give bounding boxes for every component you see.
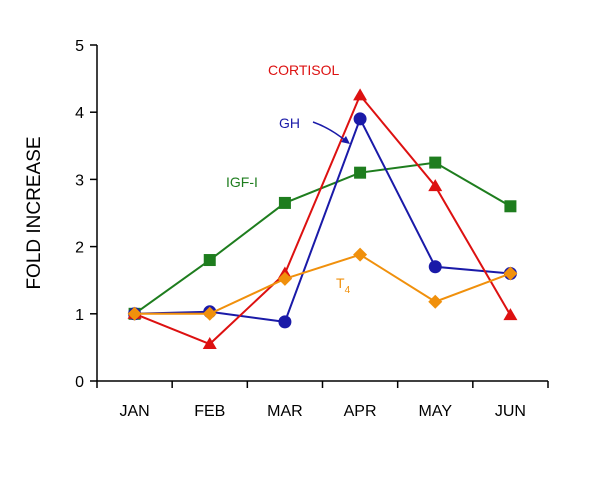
axes [96,45,548,382]
annotation-gh: GH [279,115,300,131]
data-point-igf-i [203,254,216,267]
x-tick-label: MAR [267,403,303,420]
series-layer [127,88,518,350]
gh-pointer-arrow [312,121,347,142]
data-point-cortisol [503,308,518,321]
data-point-igf-i [354,166,367,179]
x-tick-label: APR [344,403,377,420]
data-point-t4 [277,271,292,286]
data-point-t4 [428,294,443,309]
y-ticks: 0 1 2 3 4 5 [75,38,97,391]
series-line-t4 [134,253,511,315]
data-point-cortisol [202,337,217,350]
data-point-cortisol [353,88,368,101]
y-tick-label: 0 [75,374,84,391]
series-gh [128,112,517,329]
annotation-t4-main: T [336,275,345,291]
gh-pointer-arrowhead [341,136,350,144]
x-tick-label: FEB [194,403,225,420]
series-line-gh [134,116,511,323]
data-point-cortisol [428,179,443,192]
data-point-igf-i [504,200,517,213]
y-tick-label: 5 [75,38,84,55]
annotations: CORTISOL GH IGF-I T4 [226,62,351,296]
data-point-t4 [202,306,217,321]
annotation-t4-subscript: 4 [345,285,351,296]
data-point-gh [353,112,367,126]
data-point-t4 [503,266,518,281]
data-point-gh [428,260,442,274]
series-igf-i [128,156,517,320]
data-point-igf-i [278,196,291,209]
data-point-gh [278,315,292,329]
y-tick-label: 1 [75,307,84,324]
x-tick-label: JAN [119,403,149,420]
x-tick-label: JUN [495,403,526,420]
y-tick-label: 2 [75,240,84,257]
y-axis-label: FOLD INCREASE [24,136,45,289]
data-point-t4 [127,306,142,321]
annotation-cortisol: CORTISOL [268,62,340,78]
series-line-cortisol [134,93,512,346]
series-line-igf-i [134,161,511,315]
x-ticks: JAN FEB MAR APR MAY JUN [96,381,549,420]
data-point-t4 [353,247,368,262]
data-point-igf-i [429,156,442,169]
y-tick-label: 3 [75,172,84,189]
annotation-t4: T4 [336,275,351,296]
x-tick-label: MAY [419,403,453,420]
y-tick-label: 4 [75,105,84,122]
annotation-igf-i: IGF-I [226,174,258,190]
series-t4 [127,247,518,321]
